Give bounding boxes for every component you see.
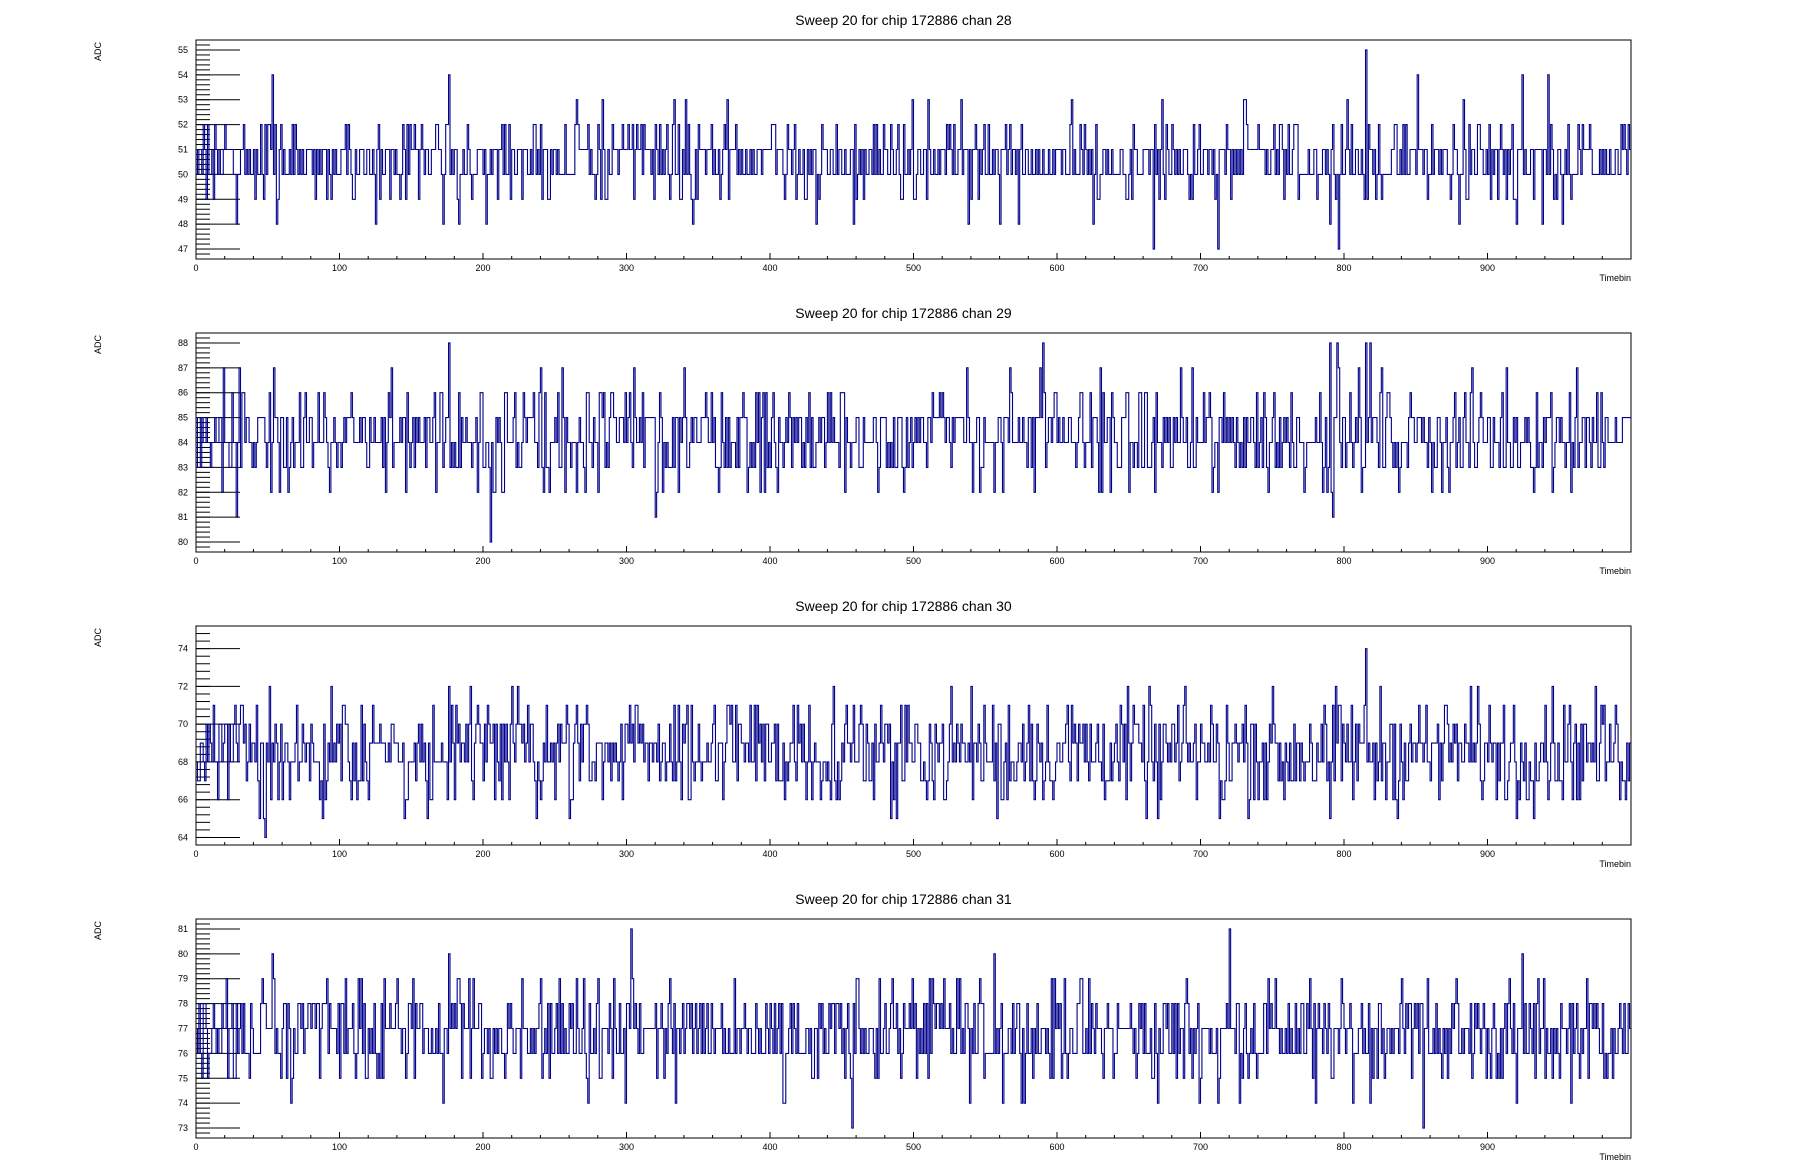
y-axis-label: ADC bbox=[93, 335, 103, 355]
x-tick-label: 900 bbox=[1480, 849, 1495, 859]
y-tick-label: 81 bbox=[178, 512, 188, 522]
x-tick-label: 400 bbox=[762, 263, 777, 273]
x-tick-label: 300 bbox=[619, 849, 634, 859]
chart-title: Sweep 20 for chip 172886 chan 30 bbox=[795, 598, 1012, 614]
data-series-line bbox=[196, 49, 1631, 250]
x-tick-label: 800 bbox=[1336, 849, 1351, 859]
y-tick-label: 66 bbox=[178, 795, 188, 805]
y-tick-label: 78 bbox=[178, 999, 188, 1009]
x-tick-label: 300 bbox=[619, 1142, 634, 1152]
x-tick-label: 800 bbox=[1336, 1142, 1351, 1152]
y-tick-label: 77 bbox=[178, 1024, 188, 1034]
chart-svg: Sweep 20 for chip 172886 chan 28 ADC Timeb… bbox=[93, 12, 1632, 283]
y-tick-label: 74 bbox=[178, 644, 188, 654]
x-tick-label: 500 bbox=[906, 849, 921, 859]
y-tick-label: 50 bbox=[178, 169, 188, 179]
y-tick-label: 81 bbox=[178, 924, 188, 934]
y-tick-label: 53 bbox=[178, 95, 188, 105]
y-tick-label: 80 bbox=[178, 537, 188, 547]
y-tick-label: 68 bbox=[178, 757, 188, 767]
x-tick-label: 100 bbox=[332, 263, 347, 273]
y-tick-label: 73 bbox=[178, 1123, 188, 1133]
chart-panel: Sweep 20 for chip 172886 chan 28 ADC Timeb… bbox=[0, 0, 1796, 293]
y-tick-label: 88 bbox=[178, 338, 188, 348]
x-tick-label: 200 bbox=[475, 263, 490, 273]
y-axis-label: ADC bbox=[93, 42, 103, 62]
chart-svg: Sweep 20 for chip 172886 chan 31 ADC Timeb… bbox=[93, 891, 1632, 1162]
y-tick-label: 76 bbox=[178, 1048, 188, 1058]
x-tick-label: 300 bbox=[619, 556, 634, 566]
chart-panel: Sweep 20 for chip 172886 chan 31 ADC Timeb… bbox=[0, 879, 1796, 1172]
x-tick-label: 100 bbox=[332, 556, 347, 566]
y-tick-label: 83 bbox=[178, 462, 188, 472]
y-axis-label: ADC bbox=[93, 628, 103, 648]
x-tick-label: 300 bbox=[619, 263, 634, 273]
y-tick-label: 85 bbox=[178, 413, 188, 423]
y-tick-label: 47 bbox=[178, 244, 188, 254]
y-tick-label: 70 bbox=[178, 719, 188, 729]
data-series-line bbox=[196, 928, 1631, 1129]
data-series-line bbox=[196, 342, 1631, 543]
x-tick-label: 500 bbox=[906, 263, 921, 273]
y-tick-label: 79 bbox=[178, 974, 188, 984]
y-tick-label: 64 bbox=[178, 832, 188, 842]
x-tick-label: 400 bbox=[762, 849, 777, 859]
x-tick-label: 400 bbox=[762, 1142, 777, 1152]
x-tick-label: 100 bbox=[332, 849, 347, 859]
x-tick-label: 700 bbox=[1193, 263, 1208, 273]
chart-svg: Sweep 20 for chip 172886 chan 30 ADC Timeb… bbox=[93, 598, 1632, 869]
y-tick-label: 80 bbox=[178, 949, 188, 959]
y-tick-label: 84 bbox=[178, 438, 188, 448]
x-tick-label: 900 bbox=[1480, 556, 1495, 566]
y-tick-label: 51 bbox=[178, 145, 188, 155]
chart-title: Sweep 20 for chip 172886 chan 28 bbox=[795, 12, 1012, 28]
y-tick-label: 82 bbox=[178, 487, 188, 497]
x-tick-label: 200 bbox=[475, 849, 490, 859]
x-tick-label: 500 bbox=[906, 556, 921, 566]
x-tick-label: 600 bbox=[1049, 849, 1064, 859]
x-tick-label: 0 bbox=[193, 849, 198, 859]
x-tick-label: 800 bbox=[1336, 556, 1351, 566]
x-tick-label: 800 bbox=[1336, 263, 1351, 273]
y-tick-label: 87 bbox=[178, 363, 188, 373]
data-series-line bbox=[196, 648, 1631, 838]
chart-title: Sweep 20 for chip 172886 chan 29 bbox=[795, 305, 1012, 321]
x-tick-label: 0 bbox=[193, 556, 198, 566]
y-tick-label: 74 bbox=[178, 1098, 188, 1108]
x-tick-label: 400 bbox=[762, 556, 777, 566]
y-tick-label: 55 bbox=[178, 45, 188, 55]
x-tick-label: 200 bbox=[475, 556, 490, 566]
x-tick-label: 900 bbox=[1480, 1142, 1495, 1152]
x-tick-label: 700 bbox=[1193, 1142, 1208, 1152]
y-tick-label: 52 bbox=[178, 120, 188, 130]
x-tick-label: 200 bbox=[475, 1142, 490, 1152]
chart-title: Sweep 20 for chip 172886 chan 31 bbox=[795, 891, 1012, 907]
plot-frame bbox=[195, 625, 1632, 846]
y-tick-label: 72 bbox=[178, 681, 188, 691]
x-tick-label: 100 bbox=[332, 1142, 347, 1152]
y-tick-label: 75 bbox=[178, 1073, 188, 1083]
x-tick-label: 700 bbox=[1193, 849, 1208, 859]
x-axis-label: Timebin bbox=[1599, 1152, 1631, 1162]
chart-svg: Sweep 20 for chip 172886 chan 29 ADC Timeb… bbox=[93, 305, 1632, 576]
x-tick-label: 600 bbox=[1049, 263, 1064, 273]
y-tick-label: 48 bbox=[178, 219, 188, 229]
x-tick-label: 0 bbox=[193, 1142, 198, 1152]
x-axis-label: Timebin bbox=[1599, 566, 1631, 576]
chart-panel: Sweep 20 for chip 172886 chan 29 ADC Timeb… bbox=[0, 293, 1796, 586]
y-axis-label: ADC bbox=[93, 921, 103, 941]
x-tick-label: 0 bbox=[193, 263, 198, 273]
y-tick-label: 86 bbox=[178, 388, 188, 398]
x-tick-label: 600 bbox=[1049, 556, 1064, 566]
x-tick-label: 700 bbox=[1193, 556, 1208, 566]
x-tick-label: 600 bbox=[1049, 1142, 1064, 1152]
x-tick-label: 900 bbox=[1480, 263, 1495, 273]
x-tick-label: 500 bbox=[906, 1142, 921, 1152]
x-axis-label: Timebin bbox=[1599, 273, 1631, 283]
chart-panel: Sweep 20 for chip 172886 chan 30 ADC Timeb… bbox=[0, 586, 1796, 879]
y-tick-label: 54 bbox=[178, 70, 188, 80]
y-tick-label: 49 bbox=[178, 194, 188, 204]
x-axis-label: Timebin bbox=[1599, 859, 1631, 869]
